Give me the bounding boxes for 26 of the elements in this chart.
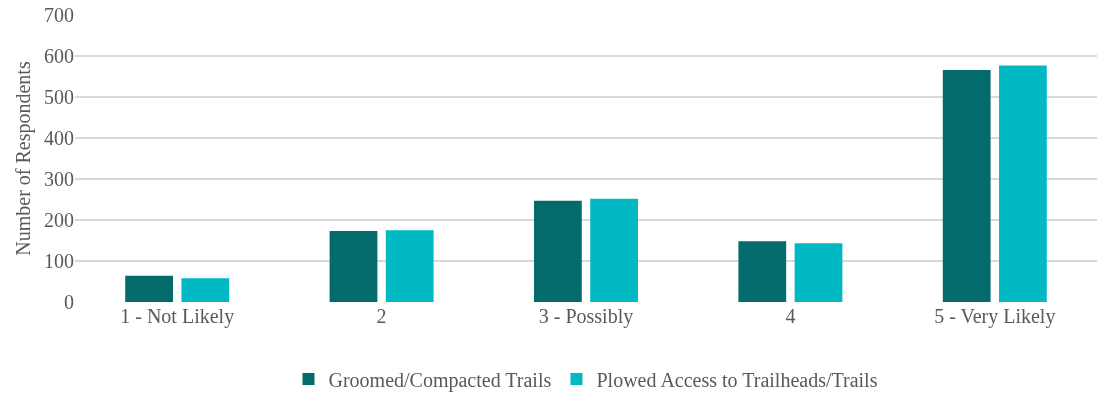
legend-label: Groomed/Compacted Trails [328, 368, 552, 392]
x-tick-label: 5 - Very Likely [934, 305, 1056, 328]
y-tick-label: 200 [44, 209, 74, 231]
x-tick-label: 2 [376, 305, 387, 327]
y-tick-label: 0 [64, 291, 74, 313]
y-tick-label: 300 [44, 168, 74, 190]
bar [999, 65, 1047, 302]
y-tick-label: 700 [44, 4, 74, 26]
y-axis-title: Number of Respondents [11, 61, 35, 256]
x-tick-label: 3 - Possibly [538, 305, 634, 328]
bar [125, 275, 173, 302]
bar [385, 230, 434, 302]
bar [534, 200, 582, 302]
y-tick-label: 400 [44, 127, 74, 149]
y-tick-label: 500 [44, 86, 74, 108]
y-tick-label: 100 [44, 250, 74, 272]
legend-label: Plowed Access to Trailheads/Trails [596, 368, 878, 391]
bar [738, 241, 787, 302]
y-tick-label: 600 [44, 45, 74, 67]
bar [329, 231, 378, 302]
x-tick-label: 4 [785, 305, 796, 327]
bar [590, 198, 638, 302]
bar [181, 278, 230, 302]
x-tick-label: 1 - Not Likely [120, 305, 235, 328]
bar [794, 243, 843, 302]
bar [942, 69, 991, 302]
